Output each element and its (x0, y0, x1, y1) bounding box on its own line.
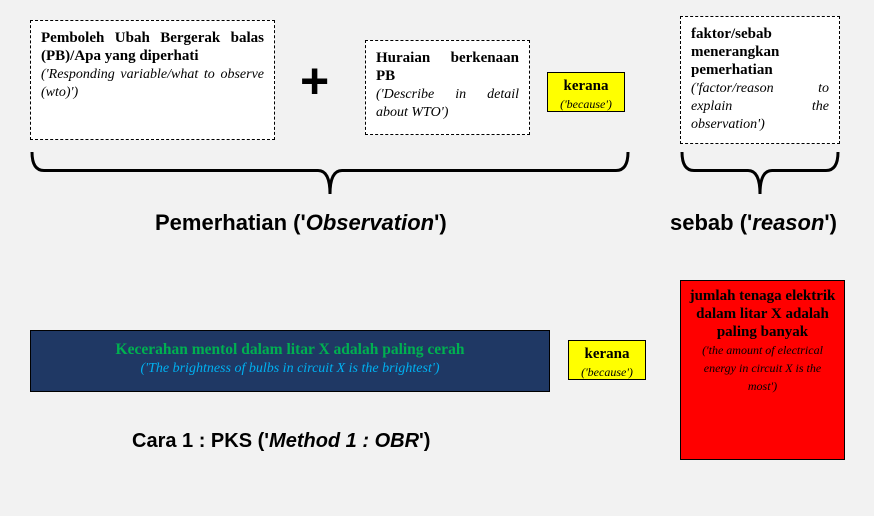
label1-pre: Pemerhatian (' (155, 210, 306, 235)
example-observation-box: Kecerahan mentol dalam litar X adalah pa… (30, 330, 550, 392)
box-factor-reason: faktor/sebab menerangkan pemerhatian ('f… (680, 16, 840, 144)
method-post: ') (419, 430, 430, 452)
label-reason: sebab ('reason') (670, 210, 837, 236)
box1-bold: Pemboleh Ubah Bergerak balas (PB)/Apa ya… (41, 30, 264, 64)
label1-it: Observation (306, 210, 434, 235)
box3-italic: ('factor/reason to explain the observati… (691, 81, 829, 132)
method-label: Cara 1 : PKS ('Method 1 : OBR') (132, 430, 430, 453)
kerana2-italic: ('because') (581, 365, 633, 379)
box2-italic: ('Describe in detail about WTO') (376, 87, 519, 120)
red-bold: jumlah tenaga elektrik dalam litar X ada… (690, 288, 836, 340)
brace-observation (30, 148, 630, 198)
box-describe-wto: Huraian berkenaan PB ('Describe in detai… (365, 40, 530, 135)
kerana2-bold: kerana (585, 346, 630, 362)
label-observation: Pemerhatian ('Observation') (155, 210, 447, 236)
method-pre: Cara 1 : PKS (' (132, 430, 269, 452)
label2-post: ') (824, 210, 837, 235)
label2-it: reason (752, 210, 824, 235)
kerana1-bold: kerana (564, 78, 609, 94)
box1-italic: ('Responding variable/what to observe (w… (41, 67, 264, 100)
kerana1-italic: ('because') (560, 97, 612, 111)
navy-green: Kecerahan mentol dalam litar X adalah pa… (116, 341, 465, 358)
brace-reason (680, 148, 840, 198)
red-italic: ('the amount of electrical energy in cir… (702, 343, 823, 393)
box-responding-variable: Pemboleh Ubah Bergerak balas (PB)/Apa ya… (30, 20, 275, 140)
method-it: Method 1 : OBR (269, 430, 419, 452)
box2-bold: Huraian berkenaan PB (376, 50, 519, 84)
navy-cyan: ('The brightness of bulbs in circuit X i… (140, 361, 439, 376)
kerana-box-1: kerana ('because') (547, 72, 625, 112)
box3-bold: faktor/sebab menerangkan pemerhatian (691, 26, 779, 78)
label1-post: ') (434, 210, 447, 235)
example-reason-box: jumlah tenaga elektrik dalam litar X ada… (680, 280, 845, 460)
kerana-box-2: kerana ('because') (568, 340, 646, 380)
plus-symbol: + (300, 52, 329, 110)
label2-pre: sebab (' (670, 210, 752, 235)
